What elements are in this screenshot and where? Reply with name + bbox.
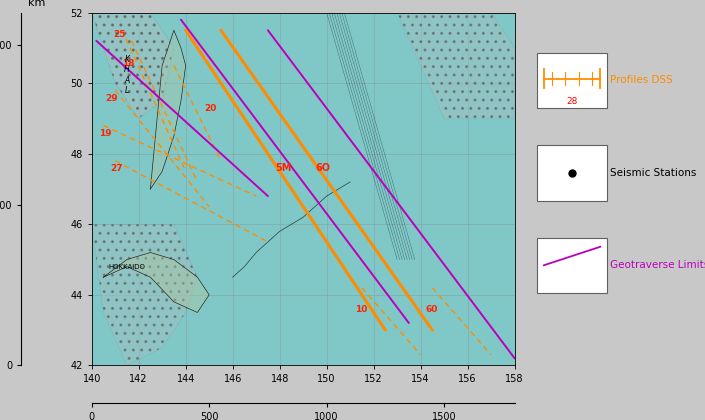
Polygon shape: [150, 30, 185, 189]
Text: 6O: 6O: [315, 163, 330, 173]
Polygon shape: [397, 13, 515, 118]
FancyBboxPatch shape: [537, 238, 607, 293]
FancyBboxPatch shape: [537, 145, 607, 201]
Text: K
H
A
L: K H A L: [124, 55, 130, 95]
Polygon shape: [104, 252, 209, 312]
Text: HOKKAIDO: HOKKAIDO: [109, 264, 145, 270]
Text: 28: 28: [566, 97, 577, 106]
Text: 5M: 5M: [275, 163, 291, 173]
Text: Geotraverse Limits: Geotraverse Limits: [610, 260, 705, 270]
Text: Seismic Stations: Seismic Stations: [610, 168, 697, 178]
FancyBboxPatch shape: [537, 53, 607, 108]
Text: 18: 18: [122, 58, 135, 68]
Text: km: km: [28, 0, 46, 8]
Text: Profiles DSS: Profiles DSS: [610, 76, 673, 86]
Text: 27: 27: [111, 164, 123, 173]
Text: 20: 20: [204, 105, 217, 113]
Text: 25: 25: [113, 30, 125, 39]
Text: 10: 10: [355, 305, 367, 315]
Polygon shape: [92, 13, 174, 118]
Text: 60: 60: [425, 305, 438, 315]
Text: 29: 29: [106, 94, 118, 103]
Text: 19: 19: [99, 129, 111, 138]
Polygon shape: [92, 224, 197, 365]
